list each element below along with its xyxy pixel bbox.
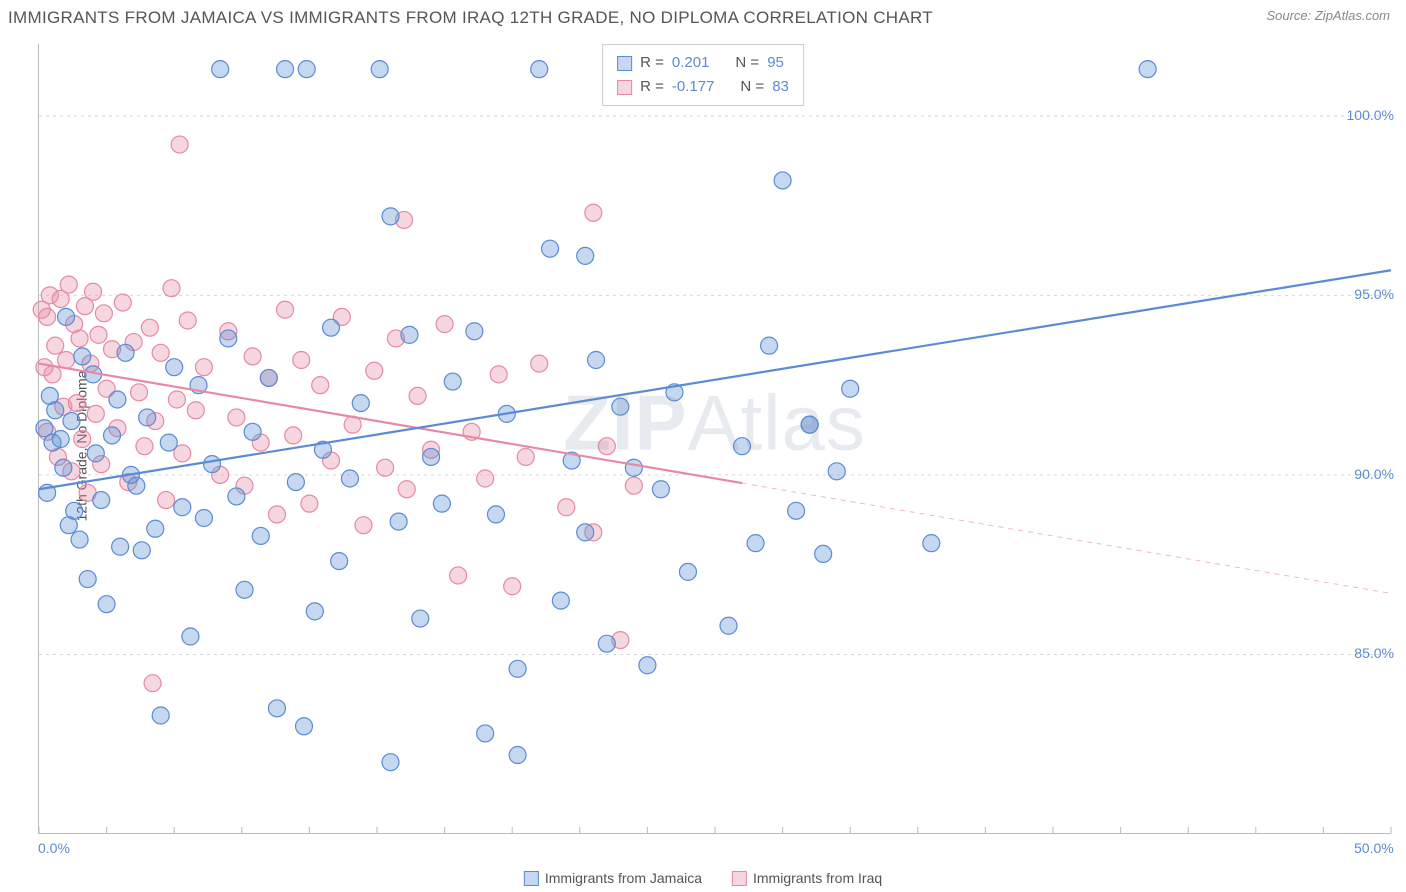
legend-label-iraq: Immigrants from Iraq bbox=[753, 870, 882, 886]
legend-swatch-jamaica bbox=[524, 871, 539, 886]
legend-row-jamaica: R = 0.201 N = 95 bbox=[617, 51, 789, 75]
r-label: R = bbox=[640, 75, 664, 99]
legend-swatch-jamaica bbox=[617, 56, 632, 71]
y-tick-label: 85.0% bbox=[1354, 645, 1394, 661]
n-label: N = bbox=[735, 51, 759, 75]
y-tick-label: 90.0% bbox=[1354, 466, 1394, 482]
x-tick-label: 0.0% bbox=[38, 840, 70, 856]
chart-title: IMMIGRANTS FROM JAMAICA VS IMMIGRANTS FR… bbox=[8, 8, 933, 28]
legend-label-jamaica: Immigrants from Jamaica bbox=[545, 870, 702, 886]
series-legend: Immigrants from Jamaica Immigrants from … bbox=[524, 870, 882, 886]
legend-item-iraq: Immigrants from Iraq bbox=[732, 870, 882, 886]
n-label: N = bbox=[740, 75, 764, 99]
n-value-jamaica: 95 bbox=[767, 51, 784, 75]
r-value-iraq: -0.177 bbox=[672, 75, 715, 99]
source-attribution: Source: ZipAtlas.com bbox=[1266, 8, 1390, 23]
r-label: R = bbox=[640, 51, 664, 75]
correlation-legend: R = 0.201 N = 95 R = -0.177 N = 83 bbox=[602, 44, 804, 106]
r-value-jamaica: 0.201 bbox=[672, 51, 710, 75]
legend-row-iraq: R = -0.177 N = 83 bbox=[617, 75, 789, 99]
x-tick-label: 50.0% bbox=[1354, 840, 1394, 856]
legend-item-jamaica: Immigrants from Jamaica bbox=[524, 870, 702, 886]
legend-swatch-iraq bbox=[732, 871, 747, 886]
n-value-iraq: 83 bbox=[772, 75, 789, 99]
y-tick-label: 100.0% bbox=[1347, 107, 1394, 123]
scatter-chart-svg bbox=[39, 44, 1390, 833]
legend-swatch-iraq bbox=[617, 80, 632, 95]
y-tick-label: 95.0% bbox=[1354, 286, 1394, 302]
chart-area: ZIPAtlas bbox=[38, 44, 1390, 834]
